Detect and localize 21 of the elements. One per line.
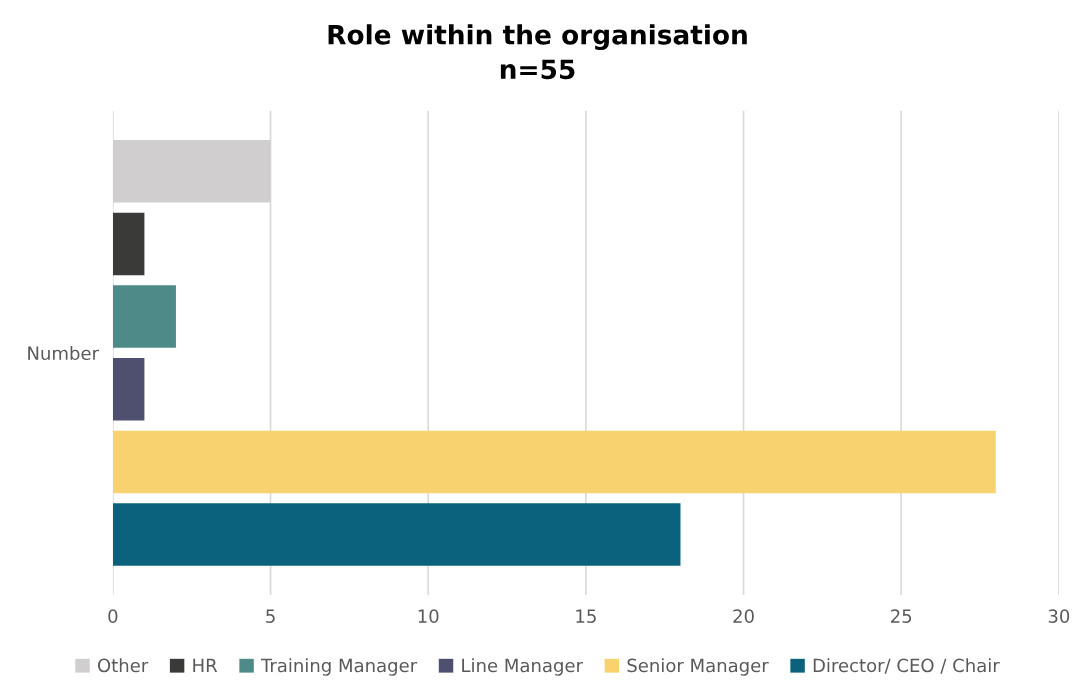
bar xyxy=(112,358,145,421)
y-tick-label: Number xyxy=(28,346,99,361)
legend-label: Line Manager xyxy=(462,658,583,676)
chart-title: Role within the organisation xyxy=(328,24,747,50)
bar xyxy=(112,285,176,348)
legend-label: HR xyxy=(193,658,218,672)
bar xyxy=(112,503,681,566)
x-tick-label: 25 xyxy=(891,609,912,623)
bar xyxy=(112,430,996,494)
x-tick-label: 0 xyxy=(108,609,118,623)
legend-label: Senior Manager xyxy=(627,658,769,676)
x-tick-label: 15 xyxy=(576,609,596,623)
x-tick-label: 5 xyxy=(266,609,275,623)
x-tick-label: 20 xyxy=(733,609,754,623)
legend-label: Other xyxy=(97,658,149,673)
legend-label: Director/ CEO / Chair xyxy=(813,658,1000,674)
x-tick-label: 10 xyxy=(418,609,439,623)
legend-label: Training Manager xyxy=(260,658,418,676)
x-tick-label: 30 xyxy=(1048,609,1070,623)
chart-subtitle: n=55 xyxy=(500,59,575,80)
bar xyxy=(112,212,145,276)
